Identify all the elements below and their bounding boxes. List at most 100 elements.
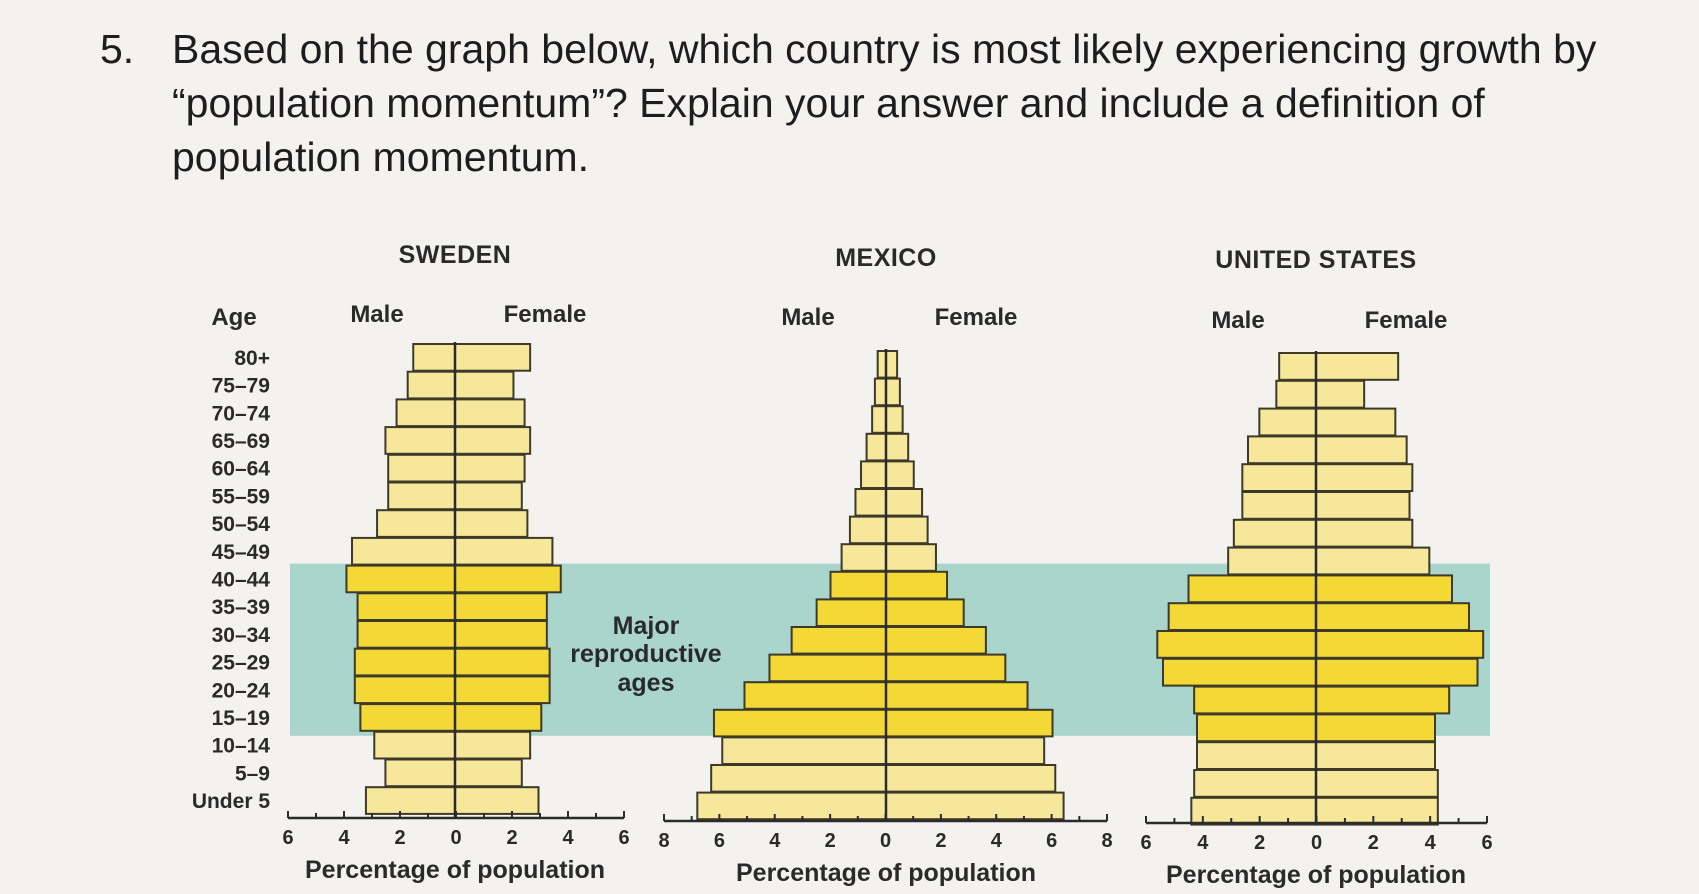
bar-female xyxy=(454,786,540,815)
bar-female xyxy=(885,515,929,545)
bar-male xyxy=(356,620,457,649)
x-tick-label: 4 xyxy=(769,830,781,852)
bar-female xyxy=(885,350,899,379)
bar-male xyxy=(710,764,887,793)
x-tick-label: 2 xyxy=(394,827,405,849)
female-label: Female xyxy=(1365,307,1448,334)
age-axis-label: Age xyxy=(211,304,256,331)
bar-female xyxy=(1315,741,1436,771)
bar-female xyxy=(885,598,965,628)
bar-male xyxy=(860,460,888,489)
age-label: 25–29 xyxy=(212,652,270,675)
bar-male xyxy=(1162,657,1317,687)
x-tick-label: 6 xyxy=(1481,832,1492,854)
x-tick-label: 4 xyxy=(991,830,1003,852)
bar-male xyxy=(873,377,888,407)
male-label: Male xyxy=(1211,307,1264,334)
age-label: 55–59 xyxy=(212,485,270,508)
bar-male xyxy=(356,592,457,621)
x-tick-label: 2 xyxy=(935,830,946,852)
bar-female xyxy=(454,620,548,649)
bar-male xyxy=(364,786,456,815)
bar-female xyxy=(1315,602,1470,632)
bar-female xyxy=(885,736,1046,766)
bar-female xyxy=(885,708,1054,738)
bar-male xyxy=(1193,769,1317,798)
age-label: 30–34 xyxy=(212,624,271,647)
female-label: Female xyxy=(504,301,587,328)
bar-male xyxy=(412,343,456,372)
bar-female xyxy=(1315,685,1451,715)
bar-female xyxy=(1315,491,1411,520)
bar-female xyxy=(1315,630,1485,659)
bar-female xyxy=(885,653,1007,683)
bar-male xyxy=(353,675,456,705)
bar-female xyxy=(1315,463,1414,493)
bar-male xyxy=(1167,602,1317,632)
age-label: 5–9 xyxy=(235,762,270,785)
bar-male xyxy=(406,370,456,400)
x-axis-label: Percentage of population xyxy=(1166,861,1466,889)
x-tick-label: 4 xyxy=(562,827,574,849)
bar-female xyxy=(885,681,1029,710)
bar-female xyxy=(1315,769,1439,798)
bar-male xyxy=(1196,713,1317,743)
bar-female xyxy=(1315,352,1400,381)
bar-female xyxy=(1315,518,1414,548)
x-tick-label: 2 xyxy=(1368,832,1379,854)
bar-male xyxy=(829,570,887,600)
bar-male xyxy=(1275,379,1318,409)
x-tick-label: 4 xyxy=(1197,832,1209,854)
bar-male xyxy=(387,453,457,483)
x-tick-label: 6 xyxy=(1046,830,1057,852)
bar-female xyxy=(885,764,1057,793)
bar-male xyxy=(1190,796,1318,826)
annotation-major-reproductive-ages: Major xyxy=(613,612,680,640)
bar-male xyxy=(1241,491,1318,520)
bar-male xyxy=(743,681,887,710)
bar-female xyxy=(454,675,551,705)
bar-male xyxy=(1241,463,1318,493)
bar-male xyxy=(1258,407,1318,437)
bar-female xyxy=(885,460,915,489)
x-tick-label: 2 xyxy=(825,830,836,852)
age-label: 50–54 xyxy=(212,513,271,536)
age-label: 70–74 xyxy=(212,402,271,425)
bar-female xyxy=(885,377,901,407)
x-axis-label: Percentage of population xyxy=(736,859,1036,887)
x-tick-label: 4 xyxy=(338,827,350,849)
age-label: 15–19 xyxy=(212,707,270,730)
female-label: Female xyxy=(935,304,1018,331)
bar-female xyxy=(1315,713,1436,743)
bar-female xyxy=(454,509,529,538)
bar-male xyxy=(840,543,887,572)
x-tick-label: 6 xyxy=(282,827,293,849)
question-number: 5. xyxy=(100,26,135,72)
chart-title: SWEDEN xyxy=(399,241,512,269)
bar-female xyxy=(454,647,551,677)
bar-female xyxy=(1315,796,1439,826)
x-tick-label: 0 xyxy=(880,830,891,852)
male-label: Male xyxy=(781,304,834,331)
age-label: 45–49 xyxy=(212,541,270,564)
pyramid-mexico: MEXICO Male Female 8 6 4 2 0 2 4 6 8 Percentage of p… xyxy=(658,244,1112,887)
age-label: 60–64 xyxy=(212,458,271,481)
bar-male xyxy=(387,481,457,511)
bar-male xyxy=(865,432,888,462)
bar-male xyxy=(712,708,888,738)
bar-female xyxy=(885,791,1065,821)
bar-male xyxy=(351,536,456,566)
question: 5. Based on the graph below, which count… xyxy=(100,22,1620,184)
bar-female xyxy=(1315,546,1431,576)
bar-female xyxy=(454,453,526,483)
age-label: 80+ xyxy=(234,347,270,370)
bar-male xyxy=(353,647,456,677)
x-tick-label: 6 xyxy=(618,827,629,849)
bar-female xyxy=(885,432,910,462)
bar-male xyxy=(1193,685,1317,715)
annotation-major-reproductive-ages: reproductive xyxy=(570,640,722,668)
bar-female xyxy=(885,543,937,572)
bar-male xyxy=(1156,630,1318,659)
x-tick-label: 0 xyxy=(450,827,461,849)
